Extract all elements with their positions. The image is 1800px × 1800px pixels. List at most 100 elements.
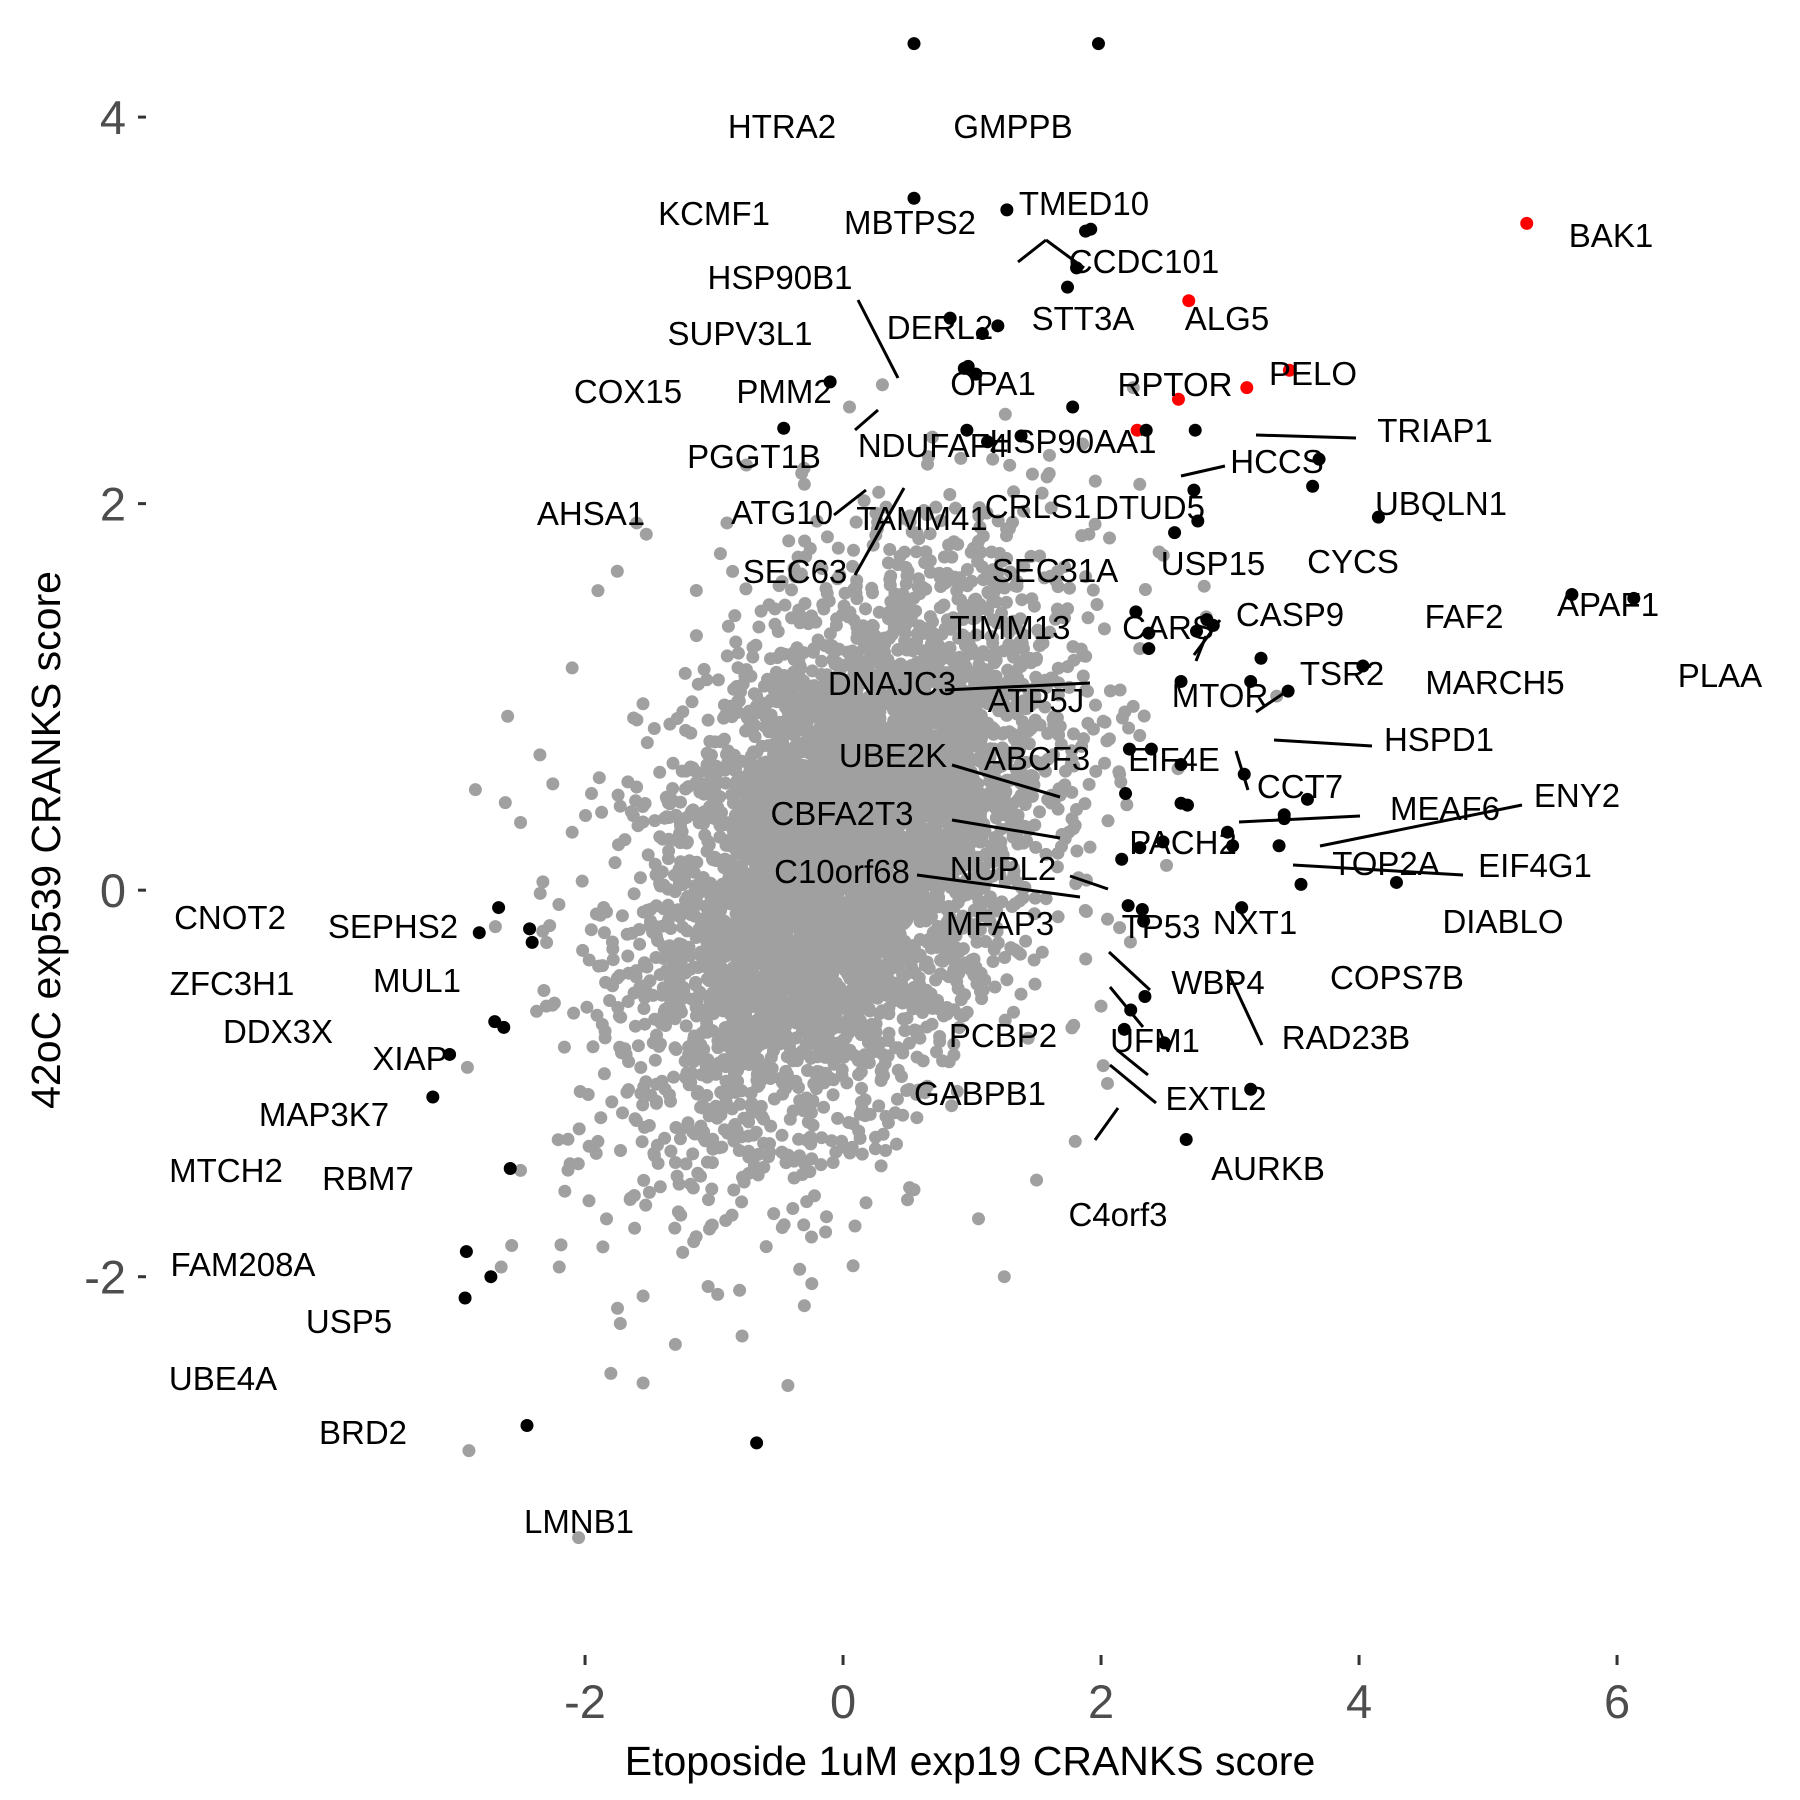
background-point-4993 [725,1102,739,1116]
background-point-2584 [1089,698,1102,712]
background-point-4574 [835,956,849,970]
background-point-237 [1044,501,1058,515]
background-point-2567 [694,1100,708,1114]
background-point-1322 [1137,709,1151,723]
background-point-3074 [557,1040,571,1054]
background-point-2124 [855,1147,869,1161]
background-point-4894 [804,773,818,787]
background-point-4303 [879,1144,893,1157]
background-point-1283 [580,1000,594,1014]
background-point-4701 [719,838,733,852]
background-point-3671 [581,1088,595,1101]
background-point-339 [679,1019,693,1033]
background-point-2792 [650,1094,663,1108]
background-point-1954 [653,1180,667,1194]
background-point-4448 [673,1132,687,1146]
background-point-2147 [1122,721,1136,735]
background-point-4866 [825,1134,839,1148]
background-point-2352 [1079,905,1093,918]
background-point-4917 [732,1043,746,1057]
background-point-2446 [848,1219,862,1233]
background-point-2196 [1015,593,1029,607]
background-point-3878 [859,1196,873,1210]
background-point-4305 [600,1212,613,1226]
background-point-4576 [854,1095,868,1109]
background-point-819 [1033,805,1046,819]
background-point-536 [752,620,766,634]
background-point-4941 [851,722,865,736]
background-point-2355 [640,736,654,750]
background-point-2581 [1000,973,1014,987]
background-point-4002 [629,1114,643,1127]
background-point-4771 [739,902,753,915]
background-point-4738 [772,768,785,782]
background-point-1195 [729,635,743,649]
background-point-1979 [733,1283,747,1297]
background-point-4839 [809,987,822,1001]
background-point-796 [1063,581,1076,595]
background-point-718 [575,874,589,888]
background-point-4980 [731,889,745,903]
background-point-3848 [664,1094,677,1108]
background-point-1989 [595,805,609,819]
background-point-4520 [682,940,696,954]
background-point-4299 [739,724,753,738]
background-point-4942 [754,910,768,924]
background-point-4393 [861,1033,875,1047]
background-point-4318 [739,1008,752,1022]
background-point-4799 [582,953,596,967]
background-point-1847 [902,1036,916,1050]
background-point-261 [929,500,943,514]
background-point-3289 [663,717,677,731]
background-point-4969 [668,885,682,899]
background-point-3162 [1113,767,1127,781]
background-point-3990 [936,1054,950,1068]
background-point-4495 [798,1157,812,1171]
background-point-4956 [836,1050,849,1063]
background-point-4033 [1061,660,1075,674]
background-point-4832 [751,1147,765,1161]
background-point-4790 [729,977,743,991]
background-point-3177 [814,1158,828,1172]
background-point-443 [616,1106,629,1120]
background-point-1267 [950,1084,964,1098]
background-point-4255 [1028,977,1042,991]
background-point-3981 [983,668,997,682]
background-point-1349 [1067,727,1080,741]
background-point-4232 [676,1245,690,1259]
background-point-4727 [628,1221,642,1235]
background-point-1973 [558,1184,572,1198]
background-point-4383 [781,1037,795,1050]
background-point-2182 [1067,1018,1081,1032]
background-point-4714 [613,1040,627,1054]
background-point-3675 [786,646,800,660]
background-point-3241 [1096,1059,1110,1073]
background-point-3605 [890,1092,904,1106]
background-point-1432 [660,810,674,824]
background-point-3150 [596,1240,610,1254]
background-point-3347 [561,1163,575,1177]
background-point-3330 [611,788,625,802]
background-point-4464 [651,934,665,948]
background-point-444 [611,1301,624,1315]
background-point-4462 [622,1083,635,1097]
background-point-4986 [804,1050,818,1064]
background-point-4711 [942,790,956,804]
background-point-4721 [805,609,818,623]
background-point-2550 [1083,840,1097,854]
background-point-2622 [929,973,943,987]
background-point-4833 [750,689,763,703]
background-point-4579 [738,669,752,683]
background-point-1163 [1115,711,1129,725]
background-point-4915 [672,1177,686,1191]
background-point-2847 [690,894,703,908]
background-point-4631 [1113,683,1127,697]
background-point-175 [488,920,502,934]
background-point-4933 [738,929,752,943]
background-point-1081 [636,815,650,829]
background-point-2431 [700,746,714,760]
background-point-4381 [941,816,955,830]
background-point-4817 [621,775,635,789]
background-point-659 [820,1210,833,1224]
background-point-2506 [945,550,959,564]
